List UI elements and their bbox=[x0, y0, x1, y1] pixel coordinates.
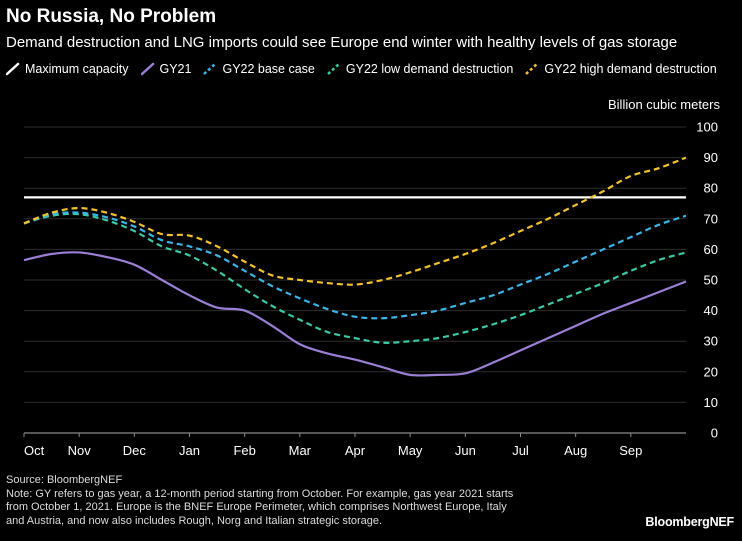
x-axis-ticks: Oct Nov Dec Jan Feb Mar Apr May Jun Jul Aug Sep bbox=[23, 433, 642, 458]
x-tick-label: Apr bbox=[345, 443, 366, 458]
y-tick-label: 100 bbox=[696, 120, 718, 135]
legend-swatch-gy22-low-demand-destruction bbox=[327, 63, 340, 75]
x-tick-label: Oct bbox=[24, 443, 45, 458]
y-axis-unit-label: Billion cubic meters bbox=[608, 97, 720, 112]
grid-lines bbox=[24, 126, 686, 434]
note-line: Note: GY refers to gas year, a 12-month … bbox=[6, 487, 514, 500]
legend-item-gy22-high-demand-destruction: GY22 high demand destruction bbox=[525, 62, 717, 76]
y-tick-label: 10 bbox=[704, 395, 718, 410]
legend-label-gy21: GY21 bbox=[159, 62, 192, 76]
source-note: Source: BloombergNEF bbox=[6, 474, 123, 486]
y-tick-label: 70 bbox=[704, 211, 718, 226]
y-tick-label: 90 bbox=[704, 150, 718, 165]
x-tick-label: Mar bbox=[289, 443, 312, 458]
legend-label-maximum-capacity: Maximum capacity bbox=[25, 62, 129, 76]
series-line-gy22-low-demand-destruction bbox=[23, 212, 687, 344]
legend-item-gy21: GY21 bbox=[140, 62, 192, 76]
y-tick-label: 20 bbox=[704, 364, 718, 379]
legend-label-gy22-base-case: GY22 base case bbox=[222, 62, 315, 76]
y-tick-label: 30 bbox=[704, 334, 718, 349]
x-tick-label: Aug bbox=[564, 443, 587, 458]
legend-item-maximum-capacity: Maximum capacity bbox=[6, 62, 129, 76]
legend-item-gy22-low-demand-destruction: GY22 low demand destruction bbox=[327, 62, 513, 76]
legend-swatch-maximum-capacity bbox=[6, 62, 20, 76]
brand-logo-text: BloombergNEF bbox=[645, 515, 734, 529]
y-tick-label: 0 bbox=[711, 426, 718, 441]
x-tick-label: Feb bbox=[233, 443, 255, 458]
series-line-gy22-base-case bbox=[23, 211, 687, 320]
x-tick-label: May bbox=[398, 443, 423, 458]
chart-legend: Maximum capacity GY21 GY22 base case GY2… bbox=[6, 62, 717, 76]
x-tick-label: Dec bbox=[123, 443, 147, 458]
x-tick-label: Jul bbox=[512, 443, 529, 458]
x-tick-label: Nov bbox=[68, 443, 92, 458]
y-tick-label: 50 bbox=[704, 273, 718, 288]
chart-title: No Russia, No Problem bbox=[6, 6, 217, 27]
x-tick-label: Sep bbox=[619, 443, 642, 458]
legend-label-gy22-high-demand-destruction: GY22 high demand destruction bbox=[544, 62, 717, 76]
note-line: from October 1, 2021. Europe is the BNEF… bbox=[6, 501, 507, 513]
legend-swatch-gy22-base-case bbox=[203, 63, 217, 75]
legend-item-gy22-base-case: GY22 base case bbox=[203, 62, 315, 76]
legend-label-gy22-low-demand-destruction: GY22 low demand destruction bbox=[345, 62, 514, 76]
chart-footnote: Source: BloombergNEF Note: GY refers to … bbox=[6, 474, 606, 528]
legend-swatch-gy21 bbox=[140, 62, 154, 76]
note-line: and Austria, and now also includes Rough… bbox=[6, 514, 383, 527]
x-tick-label: Jan bbox=[179, 443, 200, 458]
series-line-gy21 bbox=[23, 251, 687, 377]
chart-subtitle: Demand destruction and LNG imports could… bbox=[6, 34, 678, 51]
y-tick-label: 60 bbox=[704, 242, 718, 257]
series-lines bbox=[23, 156, 687, 377]
series-line-gy22-high-demand-destruction bbox=[23, 156, 687, 286]
y-tick-label: 80 bbox=[704, 181, 718, 196]
y-tick-label: 40 bbox=[704, 303, 718, 318]
legend-swatch-gy22-high-demand-destruction bbox=[525, 63, 539, 75]
x-tick-label: Jun bbox=[455, 443, 476, 458]
